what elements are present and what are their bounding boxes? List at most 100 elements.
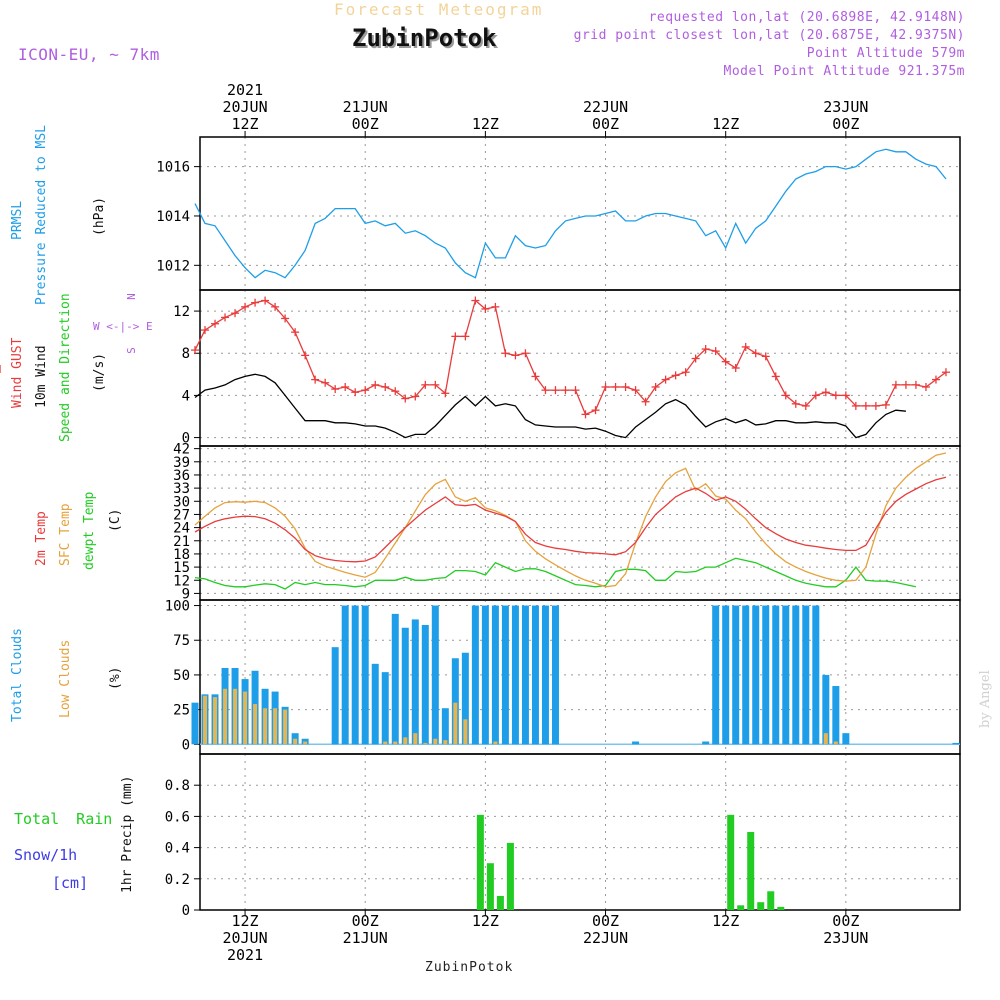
x-tick-label: 12Z [232,115,259,133]
gust-marker [541,386,550,395]
total-cloud-bar [331,647,339,745]
gust-marker [881,400,890,409]
gust-marker [641,397,650,406]
gust-marker [601,382,610,391]
low-cloud-bar [293,738,298,745]
dewpt-line [194,557,917,590]
total-cloud-bar [712,605,720,745]
gust-marker [351,388,360,397]
x-tick-label: 12Z [712,115,739,133]
gust-marker [941,368,950,377]
gust-marker [531,372,540,381]
total-cloud-bar [451,658,459,745]
y-tick-label: 1012 [156,258,190,274]
total-cloud-bar [351,605,359,745]
y-tick-label: 30 [173,494,190,510]
gust-marker [821,388,830,397]
x-tick-label: 12Z [232,912,259,930]
gust-marker [681,368,690,377]
total-cloud-bar [421,624,429,745]
y-tick-label: 1014 [156,209,190,225]
gust-marker [701,345,710,354]
low-cloud-bar [243,691,248,745]
x-tick-label: 12Z [472,912,499,930]
x-tick-label: 22JUN [583,98,628,116]
gust-marker [871,401,880,410]
total-cloud-bar [952,742,960,745]
low-cloud-bar [463,719,468,745]
total-cloud-bar [481,605,489,745]
gust-marker [511,351,520,360]
y-tick-label: 12 [173,304,190,320]
gust-marker [851,401,860,410]
gust-marker [231,309,240,318]
total-cloud-bar [752,605,760,745]
gust-marker [651,382,660,391]
total-cloud-bar [632,741,640,745]
gust-marker [891,380,900,389]
snow-legend: Snow/1h [14,846,78,864]
rain-bar [747,832,755,910]
gust-marker [551,386,560,395]
x-tick-label: 21JUN [343,98,388,116]
total-cloud-bar [361,605,369,745]
station-title: ZubinPotok [352,24,497,52]
gust-marker [501,349,510,358]
total-cloud-bar [812,605,820,745]
low-cloud-bar [263,708,268,745]
low-cloud-bar [223,688,228,745]
low-cloud-bar [453,702,458,745]
rain-legend: Total Rain [14,810,113,828]
y-tick-label: 15 [173,560,190,576]
rain-bar [737,905,745,910]
gust-marker [291,328,300,337]
y-tick-label: 24 [173,521,190,537]
low-cloud-bar [423,742,428,745]
gust-marker [421,380,430,389]
low-cloud-bar [833,741,838,745]
gust-marker [331,385,340,394]
x-tick-label: 00Z [352,115,379,133]
x-tick-label: 22JUN [583,929,628,947]
gust-marker [221,313,230,322]
gust-marker [691,354,700,363]
y-tick-label: 0 [182,737,190,753]
total-cloud-bar [461,652,469,745]
total-cloud-bar [722,605,730,745]
model-label: ICON-EU, ~ 7km [18,45,160,64]
total-cloud-bar [772,605,780,745]
x-tick-label: 23JUN [823,929,868,947]
gust-marker [761,352,770,361]
total-cloud-bar [732,605,740,745]
x-tick-label: 12Z [712,912,739,930]
total-cloud-bar [742,605,750,745]
low-cloud-bar [393,741,398,745]
rain-bar [476,814,484,910]
gust-marker [251,298,260,307]
rain-bar [777,906,785,910]
x-tick-label: 21JUN [343,929,388,947]
footer-station: ZubinPotok [425,960,514,975]
total-cloud-bar [531,605,539,745]
y-tick-label: 42 [173,442,190,458]
gust-marker [581,410,590,419]
x-tick-label: 00Z [592,912,619,930]
gust-marker [201,326,210,335]
y-tick-label: 9 [182,586,190,602]
gust-marker [751,349,760,358]
y-tick-label: 12 [173,573,190,589]
total-cloud-bar [842,733,850,745]
gust-marker [341,382,350,391]
y-tick-label: 0 [182,903,190,919]
y-tick-label: 8 [182,346,190,362]
y-tick-label: 75 [173,633,190,649]
gust-marker [431,380,440,389]
x-tick-label: 20JUN [222,929,267,947]
requested-coords: requested lon,lat (20.6898E, 42.9148N) [648,10,965,25]
total-cloud-bar [391,613,399,745]
x-tick-label: 00Z [832,115,859,133]
gust-marker [811,391,820,400]
x-tick-label: 00Z [592,115,619,133]
low-cloud-bar [283,709,288,745]
